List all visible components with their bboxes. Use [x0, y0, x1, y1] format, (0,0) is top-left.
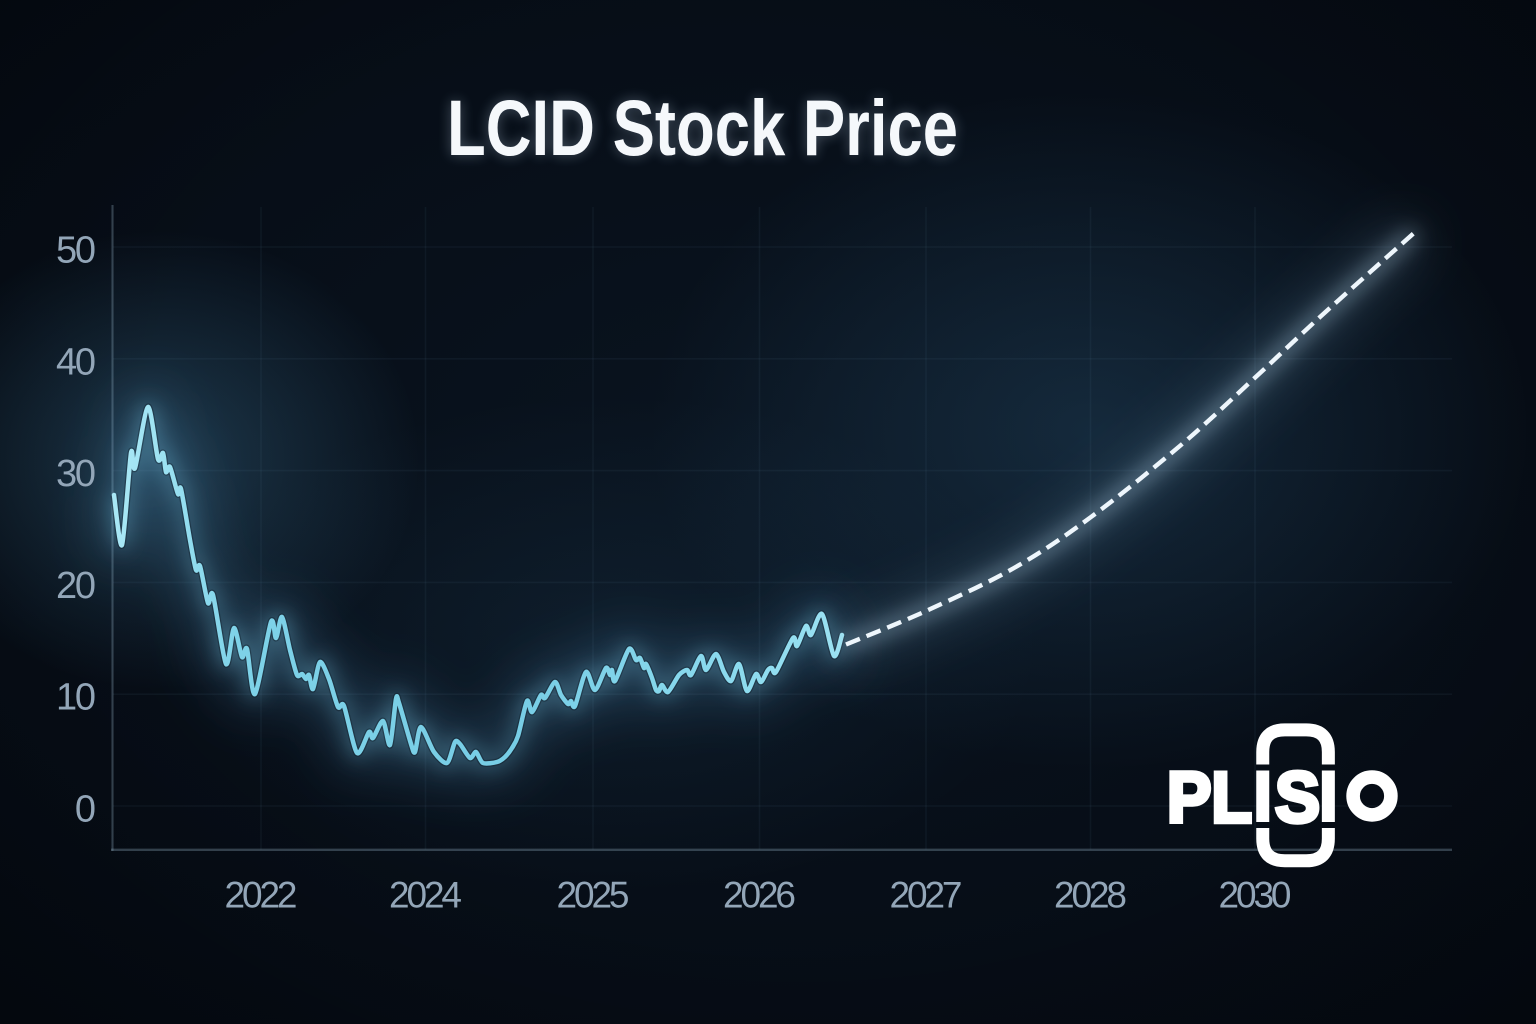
svg-text:2024: 2024 — [389, 875, 462, 916]
svg-text:2022: 2022 — [225, 875, 298, 916]
svg-text:50: 50 — [56, 230, 96, 272]
svg-text:2028: 2028 — [1054, 875, 1127, 916]
svg-text:S: S — [1275, 759, 1320, 838]
svg-text:LCID Stock Price: LCID Stock Price — [447, 83, 958, 172]
svg-text:10: 10 — [56, 677, 96, 719]
svg-text:2025: 2025 — [557, 875, 630, 916]
svg-text:2026: 2026 — [723, 875, 796, 916]
svg-text:PL: PL — [1167, 759, 1252, 838]
svg-text:2030: 2030 — [1219, 875, 1292, 916]
svg-text:20: 20 — [56, 565, 96, 607]
svg-text:30: 30 — [56, 453, 96, 495]
svg-text:40: 40 — [56, 341, 96, 383]
svg-text:2027: 2027 — [890, 875, 963, 916]
svg-text:0: 0 — [75, 789, 96, 831]
